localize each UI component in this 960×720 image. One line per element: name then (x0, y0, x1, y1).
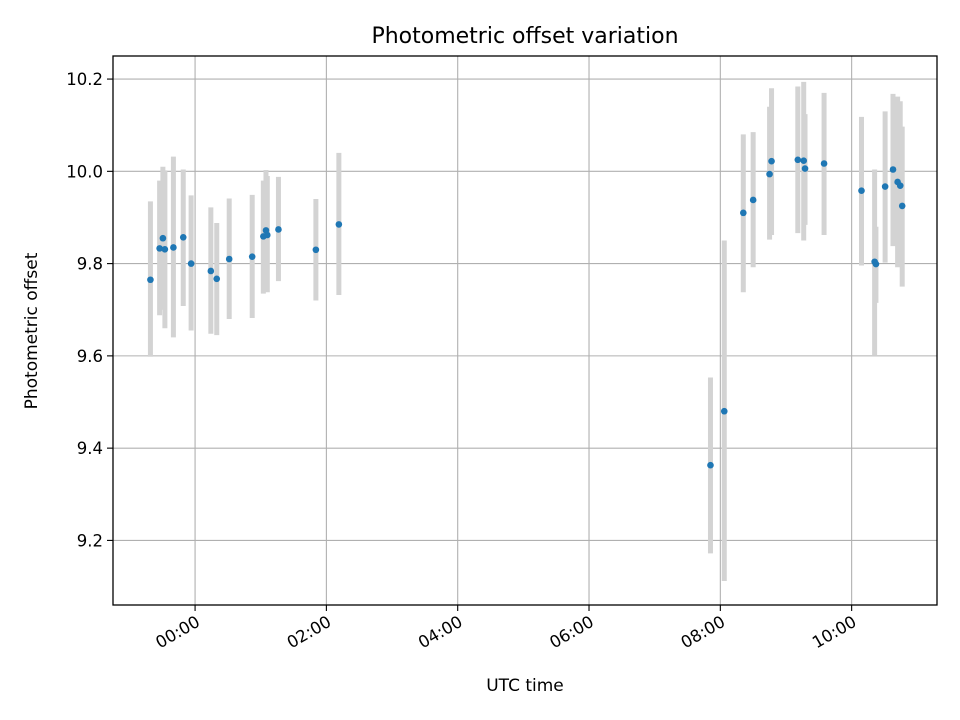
plot-background (113, 56, 937, 605)
y-tick-label: 9.8 (77, 255, 103, 274)
data-point (800, 157, 808, 165)
data-point (207, 267, 215, 275)
data-point (858, 187, 865, 195)
data-point (820, 160, 828, 167)
data-point (161, 246, 169, 253)
data-point (213, 275, 221, 283)
chart-title: Photometric offset variation (371, 24, 678, 49)
data-point (248, 253, 256, 260)
y-tick-label: 10.2 (66, 70, 103, 89)
data-point (159, 234, 167, 242)
data-point (312, 246, 320, 254)
data-point (749, 196, 757, 204)
data-point (881, 183, 889, 190)
data-point (896, 182, 904, 189)
data-point (275, 226, 282, 233)
data-point (335, 221, 343, 228)
y-tick-label: 9.2 (77, 531, 103, 550)
x-axis-label: UTC time (486, 676, 564, 696)
data-point (766, 170, 773, 178)
point-layer (147, 156, 906, 469)
data-point (720, 407, 728, 415)
data-point (794, 156, 802, 164)
y-axis-label: Photometric offset (22, 252, 42, 409)
y-tick-label: 9.6 (77, 347, 103, 366)
data-point (898, 202, 906, 210)
data-point (801, 165, 809, 172)
y-tick-label: 9.4 (77, 439, 103, 458)
data-point (889, 166, 897, 173)
data-point (740, 209, 747, 217)
data-point (872, 260, 880, 268)
plot-frame (112, 55, 938, 606)
data-point (156, 245, 163, 252)
data-point (263, 231, 271, 239)
tick-layer (107, 78, 853, 611)
data-point (768, 157, 775, 165)
y-tick-label: 10.0 (66, 162, 103, 181)
data-point (147, 276, 154, 284)
data-point (170, 244, 177, 251)
data-point (187, 260, 195, 267)
data-point (179, 234, 187, 241)
data-point (225, 255, 233, 263)
data-point (707, 461, 714, 469)
